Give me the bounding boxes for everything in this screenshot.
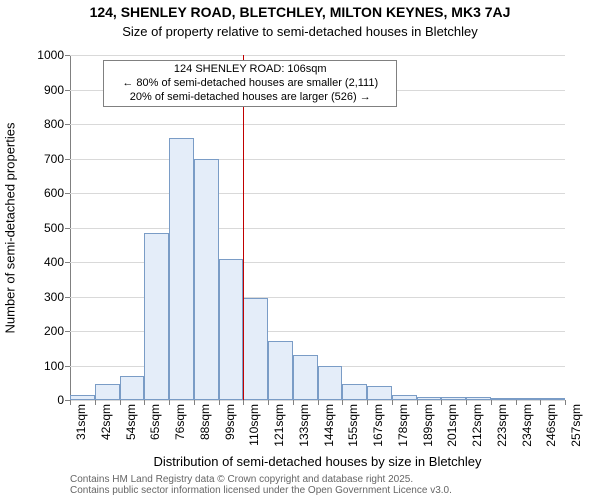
annotation-box: 124 SHENLEY ROAD: 106sqm← 80% of semi-de… <box>103 60 397 107</box>
histogram-chart: 124, SHENLEY ROAD, BLETCHLEY, MILTON KEY… <box>0 0 600 500</box>
footer-credits: Contains HM Land Registry data © Crown c… <box>70 474 452 496</box>
histogram-bar <box>318 366 343 401</box>
histogram-bar <box>293 355 318 400</box>
annotation-line: ← 80% of semi-detached houses are smalle… <box>110 77 390 91</box>
histogram-bar <box>169 138 194 400</box>
x-tick-label: 65sqm <box>148 404 162 440</box>
histogram-bar <box>367 386 392 400</box>
annotation-line: 20% of semi-detached houses are larger (… <box>110 91 390 105</box>
histogram-bar <box>120 376 145 400</box>
y-tick-label: 700 <box>44 152 64 166</box>
histogram-bar <box>219 259 244 400</box>
y-tick-label: 500 <box>44 221 64 235</box>
histogram-bar <box>417 397 442 400</box>
x-tick-label: 133sqm <box>297 404 311 447</box>
histogram-bar <box>441 397 466 400</box>
y-tick-label: 600 <box>44 186 64 200</box>
y-tick-label: 200 <box>44 324 64 338</box>
x-tick-label: 110sqm <box>247 404 261 446</box>
x-tick-label: 234sqm <box>520 404 534 447</box>
x-tick-label: 189sqm <box>421 404 435 447</box>
y-tick-label: 100 <box>44 359 64 373</box>
histogram-bar <box>466 397 491 400</box>
x-tick-label: 54sqm <box>124 404 138 440</box>
y-tick-label: 800 <box>44 117 64 131</box>
histogram-bar <box>268 341 293 400</box>
histogram-bar <box>144 233 169 400</box>
plot-area: 0100200300400500600700800900100031sqm42s… <box>70 55 565 400</box>
histogram-bar <box>70 395 95 400</box>
x-tick-label: 144sqm <box>322 404 336 447</box>
chart-title: 124, SHENLEY ROAD, BLETCHLEY, MILTON KEY… <box>0 4 600 20</box>
y-tick-label: 400 <box>44 255 64 269</box>
annotation-line: 124 SHENLEY ROAD: 106sqm <box>110 63 390 77</box>
x-axis-label: Distribution of semi-detached houses by … <box>70 454 565 469</box>
x-tick-label: 76sqm <box>173 404 187 440</box>
x-tick-label: 42sqm <box>99 404 113 440</box>
y-tick-label: 900 <box>44 83 64 97</box>
x-tick-label: 223sqm <box>495 404 509 447</box>
histogram-bar <box>243 298 268 400</box>
histogram-bar <box>342 384 367 400</box>
y-tick-label: 0 <box>57 393 64 407</box>
histogram-bar <box>95 384 120 400</box>
histogram-bar <box>392 395 417 400</box>
x-tick-label: 246sqm <box>544 404 558 447</box>
footer-line-2: Contains public sector information licen… <box>70 485 452 496</box>
x-tick-label: 88sqm <box>198 404 212 440</box>
x-tick-label: 99sqm <box>223 404 237 440</box>
x-tick-label: 178sqm <box>396 404 410 447</box>
x-tick-label: 155sqm <box>346 404 360 447</box>
histogram-bar <box>491 398 516 400</box>
y-tick-label: 1000 <box>37 48 64 62</box>
y-tick-label: 300 <box>44 290 64 304</box>
x-tick-label: 167sqm <box>371 404 385 447</box>
x-tick-label: 212sqm <box>470 404 484 447</box>
x-tick-label: 31sqm <box>74 404 88 440</box>
histogram-bar <box>540 398 565 400</box>
x-tick-label: 257sqm <box>569 404 583 447</box>
chart-subtitle: Size of property relative to semi-detach… <box>0 24 600 39</box>
x-tick-label: 121sqm <box>272 404 286 447</box>
histogram-bar <box>194 159 219 401</box>
x-tick-label: 201sqm <box>445 404 459 447</box>
y-axis-label: Number of semi-detached properties <box>3 122 18 333</box>
histogram-bar <box>516 398 541 400</box>
footer-line-1: Contains HM Land Registry data © Crown c… <box>70 474 452 485</box>
